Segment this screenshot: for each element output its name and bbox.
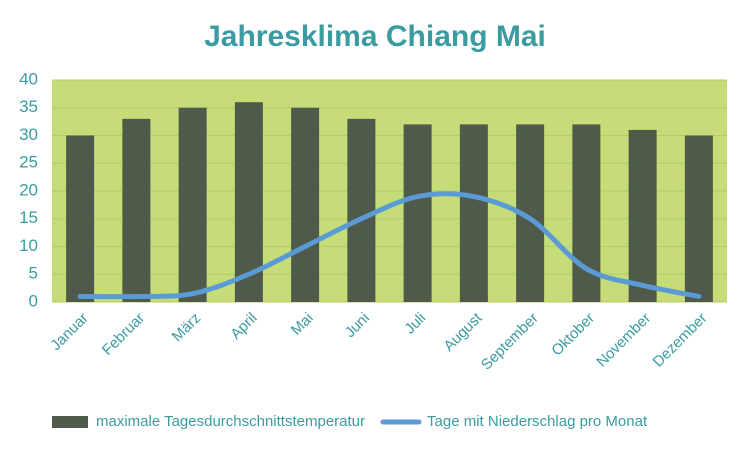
y-tick-label: 25 [19, 153, 38, 172]
y-tick-label: 20 [19, 180, 38, 199]
legend-label: maximale Tagesdurchschnittstemperatur [96, 413, 365, 430]
chart-title: Jahresklima Chiang Mai [204, 20, 546, 53]
y-tick-label: 15 [19, 208, 38, 227]
y-tick-label: 30 [19, 125, 38, 144]
bar [684, 135, 713, 302]
y-tick-label: 10 [19, 236, 38, 255]
bar [403, 124, 432, 303]
line [77, 191, 702, 300]
bar [347, 118, 376, 302]
bar [66, 135, 95, 302]
y-tick-label: 35 [19, 97, 38, 116]
y-tick-label: 0 [29, 291, 38, 310]
bar [178, 107, 207, 302]
y-tick-label: 5 [29, 264, 38, 283]
bar [291, 107, 320, 302]
bar [628, 129, 657, 302]
bar [122, 118, 151, 302]
y-tick-label: 40 [19, 69, 38, 88]
legend-label: Tage mit Niederschlag pro Monat [427, 413, 648, 430]
bar [459, 124, 488, 303]
legend-swatch [52, 416, 88, 428]
